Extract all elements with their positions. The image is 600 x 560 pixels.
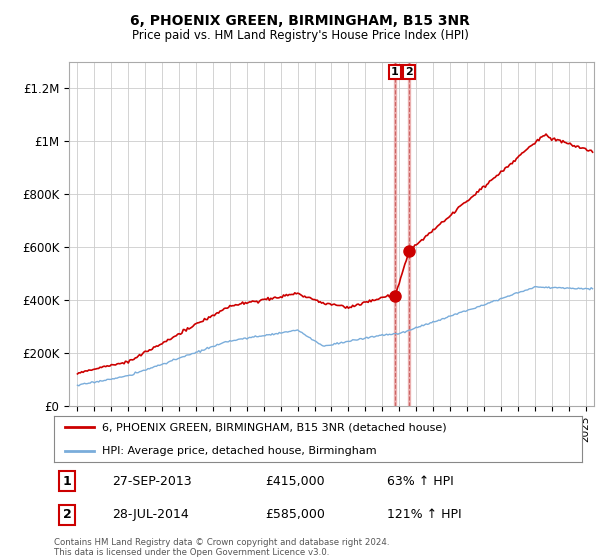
Text: Price paid vs. HM Land Registry's House Price Index (HPI): Price paid vs. HM Land Registry's House …: [131, 29, 469, 42]
Text: £415,000: £415,000: [265, 474, 325, 488]
Text: £585,000: £585,000: [265, 508, 325, 521]
Text: 121% ↑ HPI: 121% ↑ HPI: [386, 508, 461, 521]
Text: 6, PHOENIX GREEN, BIRMINGHAM, B15 3NR (detached house): 6, PHOENIX GREEN, BIRMINGHAM, B15 3NR (d…: [101, 422, 446, 432]
Text: 6, PHOENIX GREEN, BIRMINGHAM, B15 3NR: 6, PHOENIX GREEN, BIRMINGHAM, B15 3NR: [130, 14, 470, 28]
Bar: [408, 62, 410, 406]
Text: HPI: Average price, detached house, Birmingham: HPI: Average price, detached house, Birm…: [101, 446, 376, 456]
Text: 63% ↑ HPI: 63% ↑ HPI: [386, 474, 454, 488]
Bar: [394, 62, 396, 406]
Text: 2: 2: [63, 508, 71, 521]
Text: 2: 2: [405, 67, 413, 77]
Text: 1: 1: [63, 474, 71, 488]
Text: Contains HM Land Registry data © Crown copyright and database right 2024.
This d: Contains HM Land Registry data © Crown c…: [54, 538, 389, 557]
Text: 28-JUL-2014: 28-JUL-2014: [112, 508, 189, 521]
Text: 1: 1: [391, 67, 399, 77]
Text: 27-SEP-2013: 27-SEP-2013: [112, 474, 192, 488]
